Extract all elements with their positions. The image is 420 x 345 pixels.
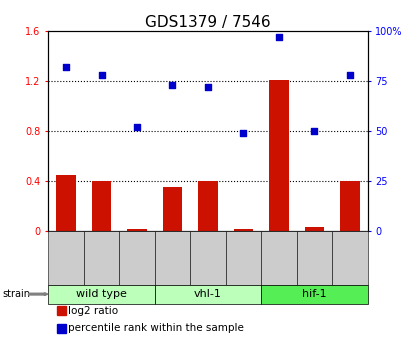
Title: GDS1379 / 7546: GDS1379 / 7546 xyxy=(145,15,271,30)
Point xyxy=(346,72,353,78)
Text: vhl-1: vhl-1 xyxy=(194,289,222,299)
Bar xyxy=(340,181,360,231)
Point xyxy=(240,130,247,136)
Text: strain: strain xyxy=(2,289,30,299)
Text: log2 ratio: log2 ratio xyxy=(68,306,118,315)
Bar xyxy=(92,181,111,231)
Point xyxy=(205,84,211,90)
Point xyxy=(98,72,105,78)
Text: wild type: wild type xyxy=(76,289,127,299)
Point xyxy=(63,64,69,70)
Bar xyxy=(163,187,182,231)
Bar xyxy=(198,181,218,231)
Text: hif-1: hif-1 xyxy=(302,289,327,299)
Bar xyxy=(269,80,289,231)
Bar xyxy=(304,227,324,231)
Point xyxy=(169,82,176,88)
Point xyxy=(134,124,140,130)
Bar xyxy=(56,175,76,231)
Point xyxy=(276,34,282,40)
Text: percentile rank within the sample: percentile rank within the sample xyxy=(68,324,244,333)
Bar xyxy=(234,229,253,231)
Point xyxy=(311,128,318,134)
Bar xyxy=(127,229,147,231)
